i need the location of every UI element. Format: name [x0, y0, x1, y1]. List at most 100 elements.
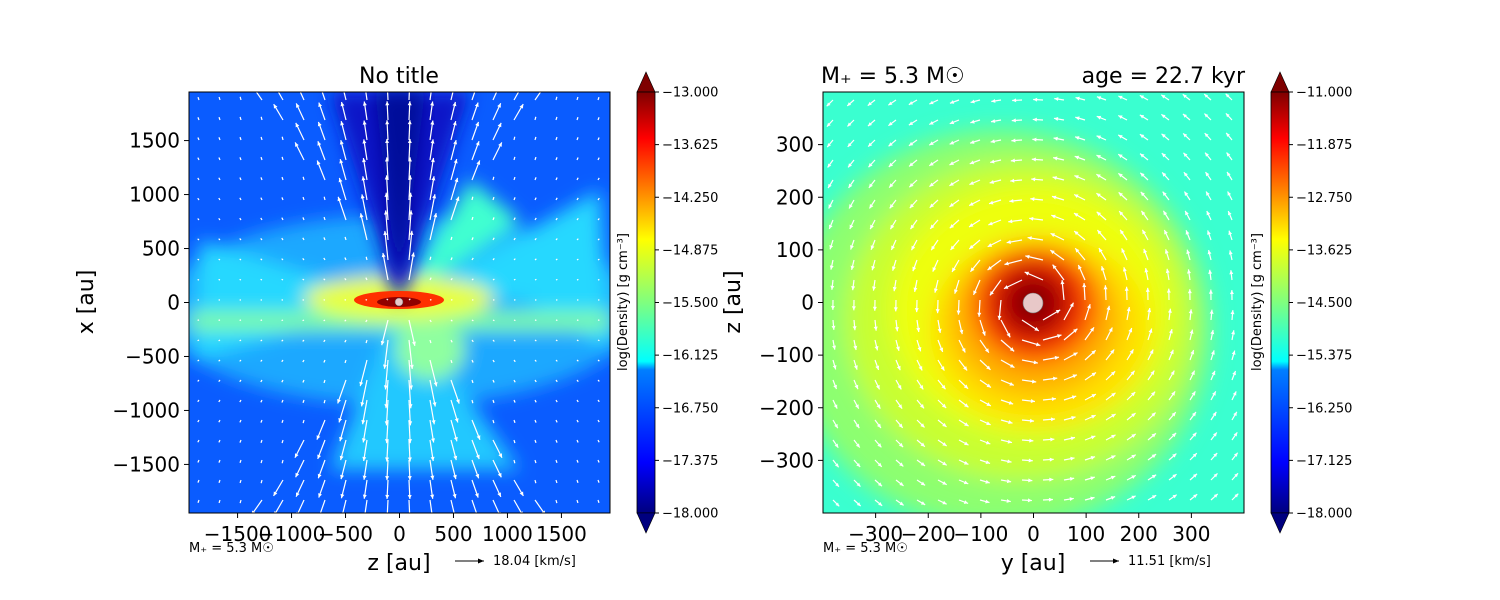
colorbar-tick-label: −18.000 [1296, 507, 1352, 522]
velocity-arrowhead [472, 340, 474, 342]
velocity-arrowhead [1024, 271, 1030, 276]
velocity-arrowhead [898, 423, 903, 428]
velocity-arrowhead [1232, 391, 1237, 396]
velocity-arrowhead [989, 290, 994, 296]
velocity-arrow [471, 92, 476, 101]
velocity-arrowhead [1073, 352, 1078, 357]
velocity-arrowhead [855, 443, 860, 448]
velocity-arrowhead [218, 259, 220, 260]
velocity-arrowhead [1010, 158, 1015, 163]
velocity-arrowhead [598, 340, 600, 341]
colorbar-tick-label: −11.875 [1296, 138, 1352, 153]
velocity-arrowhead [1110, 349, 1115, 354]
velocity-arrowhead [1184, 191, 1189, 196]
velocity-arrowhead [535, 238, 537, 240]
velocity-arrowhead [260, 320, 262, 321]
velocity-arrowhead [920, 423, 925, 428]
velocity-arrowhead [541, 85, 545, 89]
velocity-arrowhead [1118, 115, 1123, 120]
velocity-arrowhead [432, 402, 437, 407]
velocity-arrowhead [1161, 133, 1166, 138]
velocity-arrowhead [1033, 97, 1038, 102]
y-tick-label: −1000 [112, 398, 180, 422]
velocity-arrowhead [577, 360, 579, 362]
velocity-arrowhead [878, 502, 883, 506]
velocity-arrowhead [1053, 136, 1058, 141]
velocity-arrowhead [323, 320, 325, 321]
velocity-arrowhead [475, 454, 480, 460]
velocity-arrow [362, 399, 368, 425]
velocity-arrowhead [1183, 172, 1188, 177]
velocity-arrowhead [1074, 175, 1079, 179]
x-tick-label: −1000 [258, 522, 326, 546]
velocity-arrowhead [239, 137, 241, 139]
velocity-arrow [408, 92, 410, 101]
velocity-arrowhead [981, 331, 986, 336]
velocity-arrowhead [1228, 250, 1233, 255]
velocity-arrowhead [408, 514, 412, 518]
velocity-arrowhead [1210, 329, 1215, 335]
velocity-arrowhead [411, 252, 415, 257]
velocity-arrowhead [514, 279, 516, 280]
velocity-arrowhead [556, 238, 558, 240]
velocity-arrowhead [598, 400, 600, 402]
velocity-arrowhead [1008, 219, 1013, 224]
velocity-arrowhead [1151, 474, 1157, 479]
velocity-arrowhead [365, 341, 368, 344]
velocity-arrow [384, 230, 389, 261]
velocity-arrowhead [318, 102, 323, 108]
velocity-arrowhead [239, 340, 241, 341]
velocity-arrowhead [197, 259, 199, 260]
velocity-arrowhead [1233, 452, 1238, 457]
colorbar-tick-label: −14.500 [1296, 296, 1352, 311]
velocity-arrowhead [969, 244, 974, 250]
velocity-arrowhead [899, 501, 904, 506]
velocity-arrowhead [1097, 230, 1102, 235]
velocity-arrowhead [1139, 95, 1145, 99]
velocity-arrowhead [834, 423, 838, 429]
velocity-arrowhead [985, 460, 991, 465]
velocity-arrowhead [555, 96, 558, 99]
velocity-arrow [429, 399, 435, 425]
velocity-arrowhead [970, 140, 975, 144]
velocity-arrowhead [513, 461, 516, 464]
velocity-arrowhead [896, 365, 901, 371]
velocity-arrowhead [197, 481, 199, 483]
velocity-arrowhead [835, 502, 840, 507]
velocity-arrowhead [218, 421, 220, 423]
velocity-arrowhead [323, 278, 325, 280]
velocity-arrowhead [1229, 290, 1234, 295]
velocity-arrowhead [598, 157, 600, 159]
y-tick-label: 0 [801, 291, 814, 315]
velocity-arrowhead [535, 177, 537, 179]
velocity-arrowhead [380, 340, 385, 346]
velocity-arrowhead [340, 493, 345, 499]
velocity-arrowhead [1162, 172, 1167, 177]
velocity-arrowhead [1057, 334, 1062, 338]
velocity-arrowhead [360, 402, 365, 407]
velocity-arrowhead [408, 210, 413, 215]
velocity-arrowhead [1212, 432, 1217, 437]
velocity-arrowhead [834, 443, 839, 448]
velocity-arrowhead [556, 258, 558, 260]
velocity-arrowhead [476, 435, 481, 440]
velocity-arrowhead [295, 472, 300, 478]
velocity-arrowhead [317, 141, 322, 146]
panel1-density-map [189, 85, 610, 518]
velocity-arrowhead [295, 492, 300, 497]
velocity-arrowhead [239, 177, 241, 179]
velocity-arrowhead [340, 101, 345, 107]
velocity-arrowhead [1167, 308, 1172, 313]
velocity-arrowhead [317, 121, 322, 127]
velocity-arrowhead [197, 157, 199, 159]
velocity-arrowhead [847, 102, 852, 106]
velocity-arrowhead [577, 461, 579, 463]
velocity-arrowhead [197, 461, 199, 463]
velocity-arrow [492, 92, 498, 101]
velocity-arrowhead [323, 340, 325, 342]
velocity-arrowhead [239, 501, 242, 504]
velocity-arrowhead [870, 245, 875, 250]
velocity-arrowhead [260, 157, 262, 159]
velocity-arrowhead [281, 197, 283, 199]
panel1-colorbar: −13.000 −13.625 −14.250 −14.875 −15.500 −16.1… [616, 71, 718, 534]
